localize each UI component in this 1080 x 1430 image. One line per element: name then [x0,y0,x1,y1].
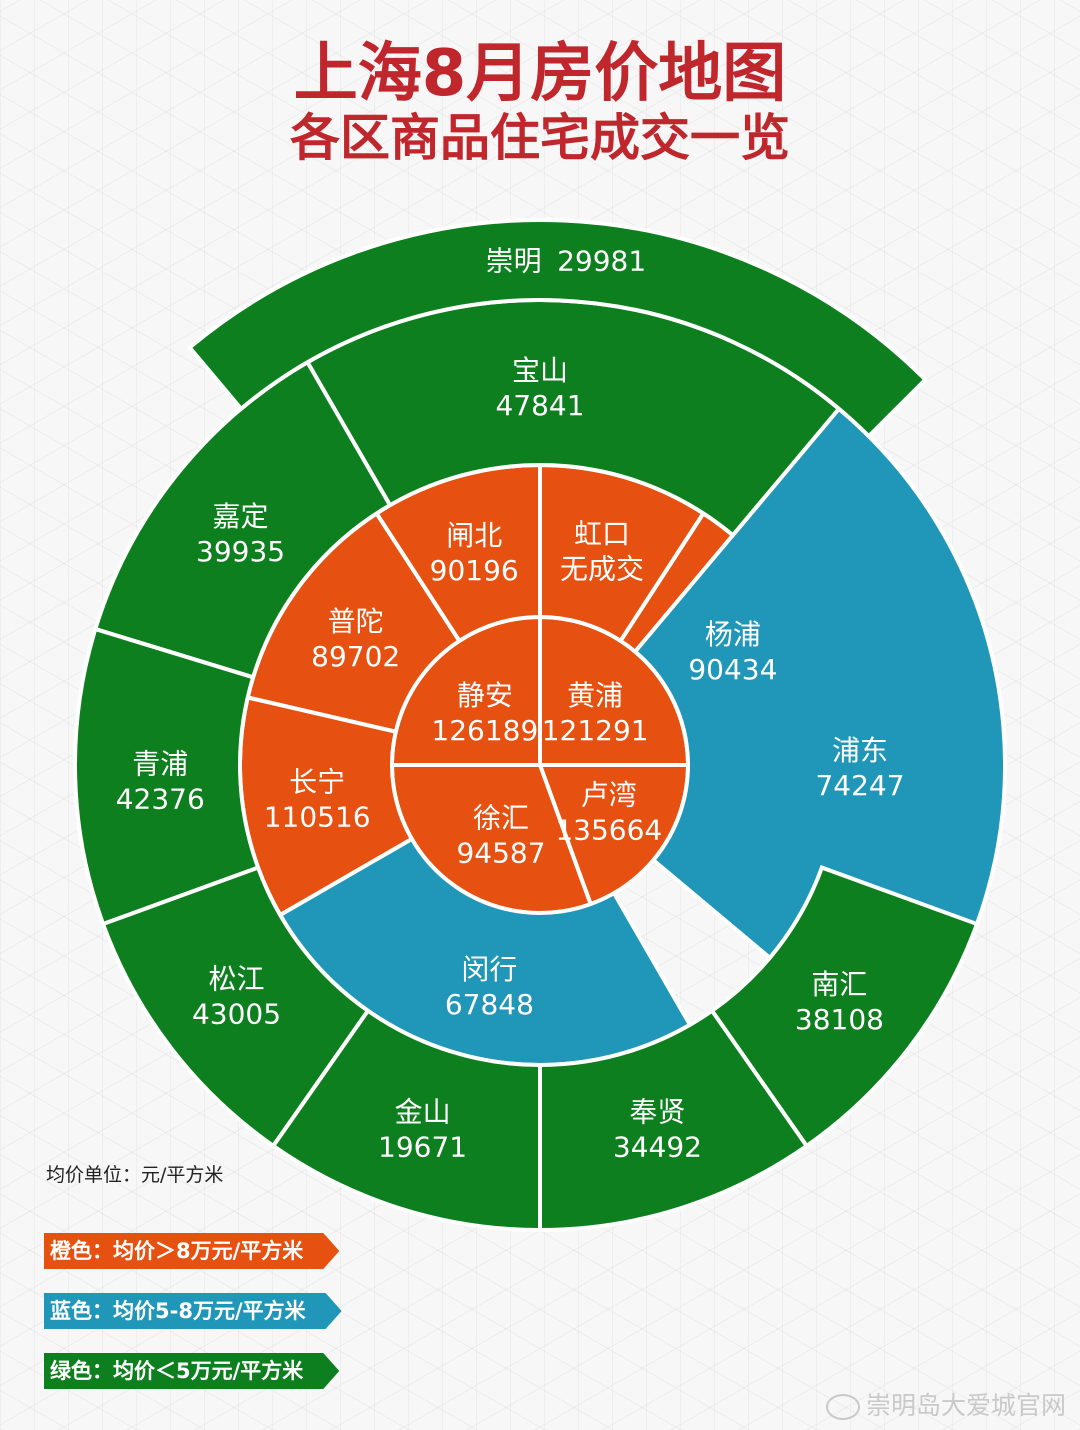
weibo-icon [825,1394,860,1420]
label-闵行: 闵行 [461,953,517,986]
label-浦东: 浦东 [832,734,888,767]
value-长宁: 110516 [264,800,371,833]
legend-green: 绿色：均价＜5万元/平方米 [44,1353,339,1389]
legend-blue: 蓝色：均价5-8万元/平方米 [44,1293,342,1329]
label-徐汇: 徐汇 [473,802,529,835]
label-长宁: 长宁 [289,765,345,798]
watermark-text: 崇明岛大爱城官网 [865,1391,1066,1420]
value-黄浦: 121291 [542,714,649,747]
value-虹口: 无成交 [560,553,644,586]
value-杨浦: 90434 [688,653,777,686]
value-浦东: 74247 [815,769,904,802]
watermark: 崇明岛大爱城官网 [825,1386,1066,1422]
value-闸北: 90196 [430,554,519,587]
sector-青浦 [73,626,261,927]
label-虹口: 虹口 [574,518,630,551]
label-松江: 松江 [209,963,265,996]
sector-崇明 [186,218,929,440]
sector-松江 [100,865,371,1149]
sector-奉贤 [538,1007,810,1233]
label-南汇: 南汇 [811,968,867,1001]
label-崇明: 崇明 [486,244,542,277]
value-闵行: 67848 [445,988,534,1021]
label-奉贤: 奉贤 [629,1095,685,1128]
sector-南汇 [709,865,980,1149]
value-奉贤: 34492 [613,1130,702,1163]
unit-note: 均价单位：元/平方米 [46,1164,224,1186]
value-南汇: 38108 [795,1003,884,1036]
label-青浦: 青浦 [132,747,188,780]
label-金山: 金山 [395,1095,451,1128]
chart-subtitle: 各区商品住宅成交一览 [290,109,790,167]
label-闸北: 闸北 [446,519,502,552]
value-松江: 43005 [192,998,281,1031]
legend-orange: 橙色：均价＞8万元/平方米 [44,1233,339,1269]
value-静安: 126189 [431,714,538,747]
label-杨浦: 杨浦 [705,618,761,651]
value-普陀: 89702 [311,640,400,673]
label-宝山: 宝山 [512,354,568,387]
value-嘉定: 39935 [196,535,285,568]
value-宝山: 47841 [495,389,584,422]
value-青浦: 42376 [116,782,205,815]
chart-title: 上海8月房价地图 [293,37,787,111]
label-普陀: 普陀 [328,605,384,638]
value-金山: 19671 [378,1130,467,1163]
value-崇明: 29981 [557,244,646,277]
label-嘉定: 嘉定 [213,500,269,533]
label-卢湾: 卢湾 [581,779,637,812]
sector-金山 [270,1007,542,1233]
value-卢湾: 135664 [555,814,662,847]
label-静安: 静安 [457,679,513,712]
label-黄浦: 黄浦 [567,679,623,712]
value-徐汇: 94587 [456,837,545,870]
